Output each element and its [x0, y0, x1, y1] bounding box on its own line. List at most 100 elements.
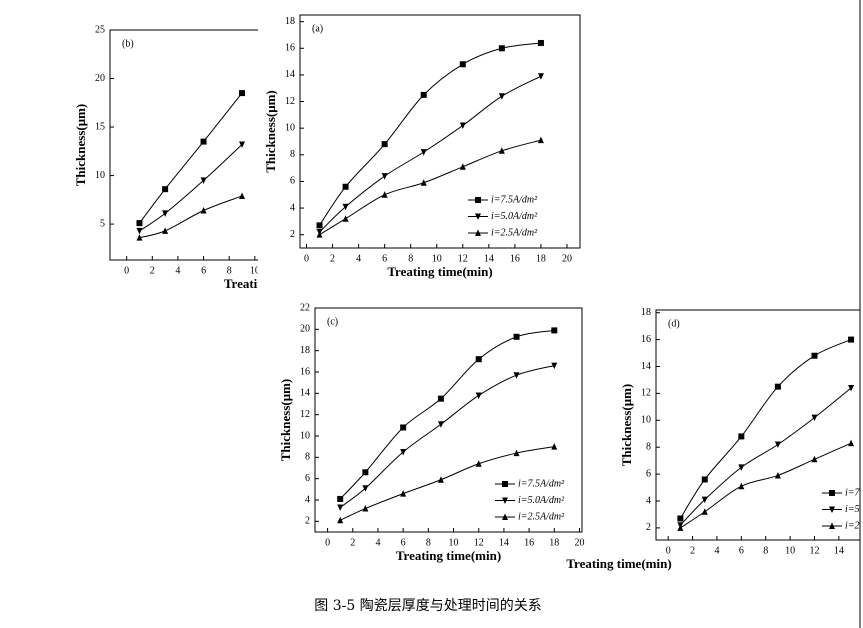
marker	[677, 515, 684, 522]
marker	[459, 122, 466, 130]
y-tick-label: 4	[290, 202, 295, 213]
marker	[400, 424, 407, 431]
x-tick-label: 16	[510, 253, 520, 264]
legend-label: i=7.5A/dm²	[518, 478, 565, 489]
x-tick-label: 14	[834, 545, 844, 556]
marker	[811, 455, 818, 463]
legend-marker	[829, 522, 835, 529]
y-tick-label: 5	[100, 218, 105, 229]
x-tick-label: 10	[432, 253, 442, 264]
y-tick-label: 16	[300, 366, 310, 377]
y-tick-label: 12	[300, 409, 310, 420]
y-tick-label: 20	[300, 324, 310, 335]
y-tick-label: 22	[300, 302, 310, 313]
x-tick-label: 6	[201, 265, 206, 276]
x-axis-label: Treating time(min)	[396, 548, 501, 563]
y-tick-label: 15	[95, 121, 105, 132]
series-line	[680, 387, 852, 526]
x-tick-label: 12	[809, 545, 819, 556]
marker	[239, 90, 246, 97]
marker	[420, 179, 427, 186]
marker	[811, 414, 818, 422]
legend-marker	[502, 513, 508, 520]
legend-marker	[829, 490, 835, 496]
x-tick-label: 10	[449, 537, 459, 548]
x-tick-label: 4	[714, 545, 719, 556]
chart-title: (b)	[122, 38, 134, 49]
x-axis-label: Treating time(min)	[387, 264, 492, 279]
x-tick-label: 8	[426, 537, 431, 548]
y-tick-label: 8	[646, 441, 651, 452]
marker	[381, 173, 388, 180]
x-tick-label: 18	[536, 253, 546, 264]
marker	[738, 433, 745, 440]
marker	[738, 482, 745, 490]
x-tick-label: 0	[666, 545, 671, 556]
marker	[381, 141, 388, 148]
x-tick-label: 2	[690, 545, 695, 556]
series-line	[680, 442, 852, 529]
series-line	[139, 144, 243, 232]
x-tick-label: 12	[458, 253, 468, 264]
marker	[337, 504, 344, 511]
series-line	[679, 339, 852, 519]
marker	[701, 496, 708, 504]
legend-marker	[829, 506, 835, 513]
x-tick-label: 8	[408, 253, 413, 264]
marker	[498, 93, 505, 100]
x-tick-label: 14	[484, 253, 494, 264]
marker	[136, 227, 143, 235]
marker	[400, 449, 407, 456]
marker	[513, 449, 520, 457]
chart-title: (a)	[312, 23, 323, 34]
y-tick-label: 8	[290, 149, 295, 160]
legend-marker	[502, 481, 508, 487]
chart-title: (c)	[327, 316, 338, 327]
marker	[513, 372, 520, 379]
y-tick-label: 12	[285, 96, 295, 107]
y-tick-label: 14	[285, 69, 295, 80]
marker	[701, 476, 708, 483]
series-line	[139, 92, 243, 224]
x-tick-label: 6	[401, 537, 406, 548]
marker	[475, 460, 482, 467]
x-tick-label: 10	[250, 265, 260, 276]
chart-title: (d)	[668, 318, 680, 329]
y-tick-label: 10	[641, 415, 651, 426]
marker	[551, 362, 558, 370]
y-tick-label: 10	[285, 122, 295, 133]
marker	[774, 383, 781, 390]
y-axis-label: Thickness(μm)	[263, 90, 278, 173]
marker	[337, 495, 344, 502]
marker	[774, 441, 781, 449]
legend-label: i=5.0A/dm²	[845, 504, 863, 515]
y-tick-label: 14	[641, 361, 651, 372]
x-tick-label: 20	[574, 537, 584, 548]
y-tick-label: 20	[95, 73, 105, 84]
chart: 2 4 6 8 10 12 14 16 18 20 22 0 2 4 6 8 10 12 14 16 18 20 Treat…	[278, 302, 584, 563]
y-tick-label: 2	[305, 516, 310, 527]
marker	[848, 439, 855, 447]
chart: 2 4 6 8 10 12 14 16 18 0 2 4 6 8 10 12 14 16 18 20 Treating …	[263, 14, 581, 279]
x-tick-label: 8	[763, 545, 768, 556]
y-tick-label: 18	[641, 307, 651, 318]
x-tick-label: 6	[382, 253, 387, 264]
marker	[239, 141, 246, 149]
marker	[701, 508, 708, 515]
y-tick-label: 6	[290, 176, 295, 187]
marker	[316, 231, 323, 238]
y-tick-label: 8	[305, 452, 310, 463]
marker	[537, 39, 544, 46]
x-axis-label: Treating time(min)	[224, 276, 329, 291]
chart: 2 4 6 8 10 12 14 16 18 0 2 4 6 8 10 12 14 Treating time(m…	[566, 307, 863, 571]
y-axis-label: Thickness(μm)	[278, 379, 293, 462]
y-tick-label: 18	[285, 16, 295, 27]
legend-label: i=2.5A/dm²	[518, 511, 565, 522]
x-tick-label: 0	[124, 265, 129, 276]
y-tick-label: 14	[300, 388, 310, 399]
marker	[239, 192, 246, 199]
marker	[362, 469, 369, 476]
x-tick-label: 8	[227, 265, 232, 276]
